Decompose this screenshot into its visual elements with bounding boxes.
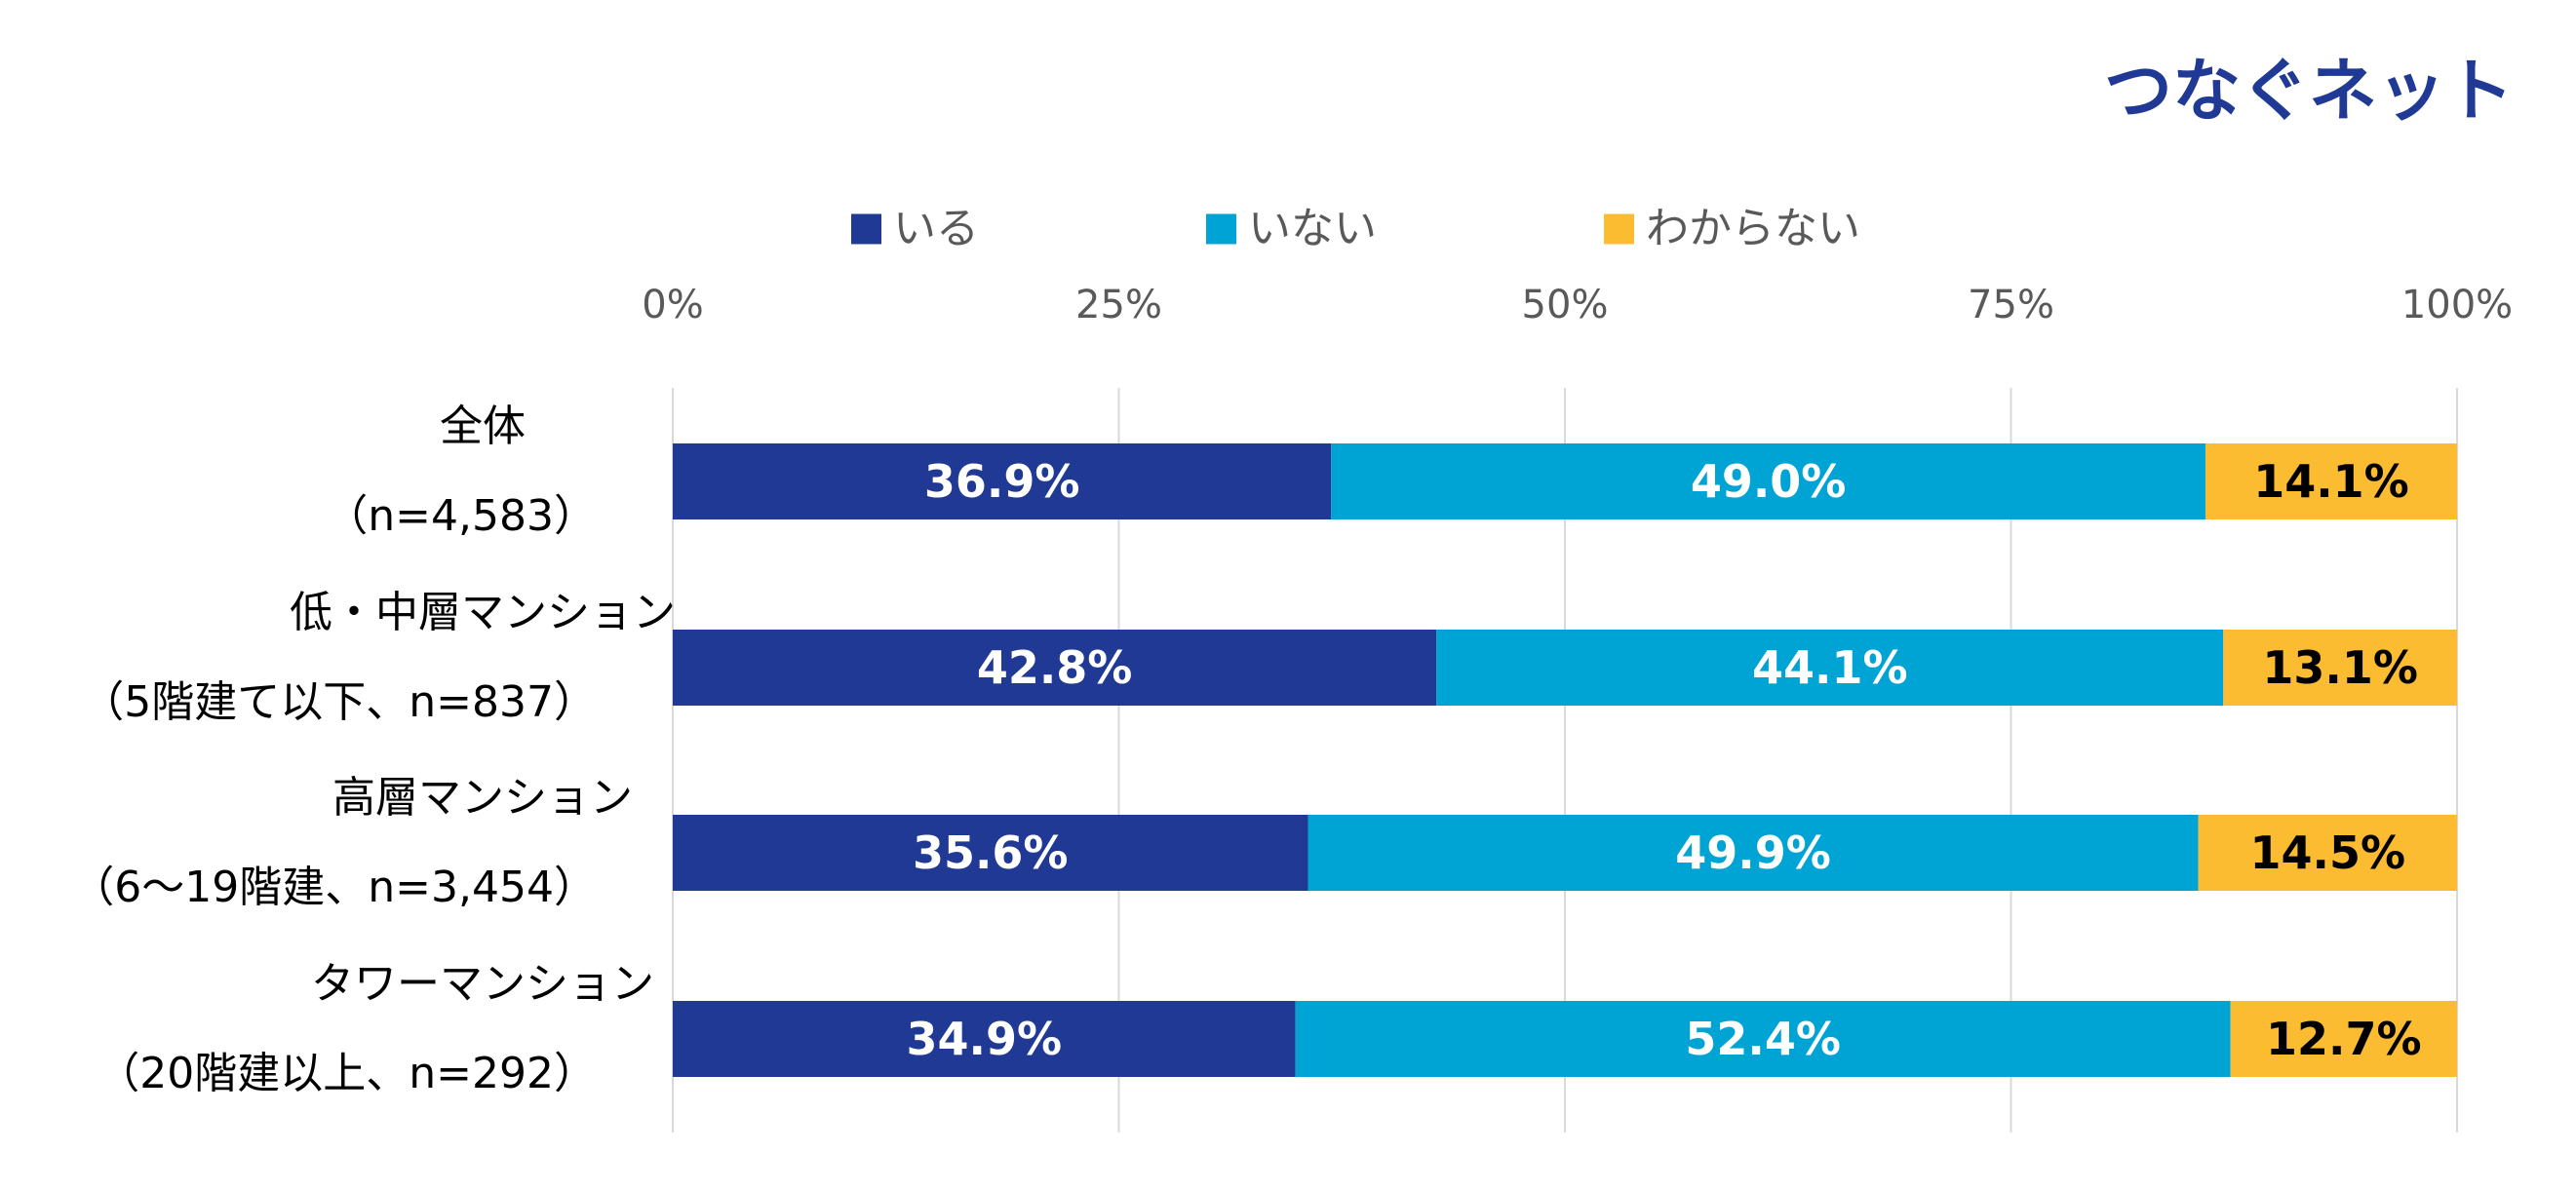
bar-segment-2-row-3 xyxy=(1308,815,2199,891)
x-tick-label: 25% xyxy=(1075,283,1162,327)
x-tick-label: 0% xyxy=(642,283,703,327)
bar-segment-2-row-4 xyxy=(1295,1001,2231,1077)
data-label: 14.1% xyxy=(2253,455,2409,508)
legend-label: いる xyxy=(893,204,979,253)
legend-item-1: いる xyxy=(851,204,979,253)
data-label: 44.1% xyxy=(1752,641,1908,694)
x-tick-label: 50% xyxy=(1522,283,1609,327)
bar-segment-3-row-1 xyxy=(2205,443,2457,519)
category-label-line1: タワーマンション xyxy=(311,959,654,1009)
category-label-line1: 全体 xyxy=(440,402,526,451)
bar-segment-1-row-3 xyxy=(673,815,1308,891)
bar-segment-3-row-2 xyxy=(2223,630,2457,706)
category-label-1: 全体 （n=4,583） xyxy=(325,402,597,541)
legend-item-2: いない xyxy=(1206,204,1377,253)
data-label: 49.9% xyxy=(1675,826,1831,879)
data-label: 35.6% xyxy=(913,826,1069,879)
bar-segment-1-row-2 xyxy=(673,630,1437,706)
data-label: 13.1% xyxy=(2262,641,2418,694)
category-label-line1: 高層マンション xyxy=(332,773,633,823)
category-label-2: 低・中層マンション （5階建て以下、n=837） xyxy=(81,588,676,727)
legend-label: いない xyxy=(1248,204,1377,253)
legend-swatch xyxy=(1206,213,1236,245)
category-label-3: 高層マンション （6～19階建、n=3,454） xyxy=(71,773,633,912)
category-label-4: タワーマンション （20階建以上、n=292） xyxy=(97,959,654,1098)
bar-segment-3-row-3 xyxy=(2198,815,2457,891)
bar-segment-2-row-2 xyxy=(1436,630,2224,706)
data-label: 42.8% xyxy=(977,641,1133,694)
legend-item-3: わからない xyxy=(1604,204,1860,253)
x-tick-label: 100% xyxy=(2401,283,2513,327)
brand-logo: つなぐネット xyxy=(2104,51,2514,131)
legend-swatch xyxy=(851,213,881,245)
data-label: 49.0% xyxy=(1691,455,1847,508)
category-label-line1: 低・中層マンション xyxy=(290,588,676,637)
bar-segment-2-row-1 xyxy=(1331,443,2205,519)
data-label: 34.9% xyxy=(907,1013,1063,1065)
bar-segment-1-row-1 xyxy=(673,443,1332,519)
category-label-line2: （6～19階建、n=3,454） xyxy=(71,863,597,912)
data-label: 12.7% xyxy=(2266,1013,2422,1065)
legend-label: わからない xyxy=(1646,204,1860,253)
bar-segment-3-row-4 xyxy=(2230,1001,2457,1077)
category-label-line2: （20階建以上、n=292） xyxy=(97,1049,597,1098)
data-label: 36.9% xyxy=(924,455,1080,508)
x-tick-label: 75% xyxy=(1968,283,2054,327)
category-label-line2: （5階建て以下、n=837） xyxy=(81,677,597,727)
data-label: 52.4% xyxy=(1685,1013,1841,1065)
legend-swatch xyxy=(1604,213,1634,245)
bar-segment-1-row-4 xyxy=(673,1001,1296,1077)
category-label-line2: （n=4,583） xyxy=(325,491,597,541)
data-label: 14.5% xyxy=(2250,826,2406,879)
